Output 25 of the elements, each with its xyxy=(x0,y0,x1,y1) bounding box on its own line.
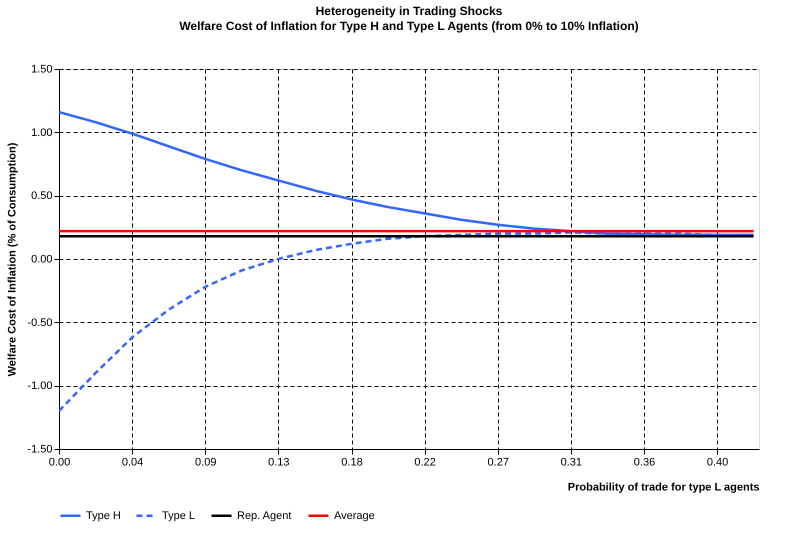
y-tick-label: 1.50 xyxy=(31,64,52,76)
x-tick-label: 0.09 xyxy=(195,456,216,468)
x-tick-label: 0.04 xyxy=(122,456,144,468)
chart-subtitle: Welfare Cost of Inflation for Type H and Type L Agents (from 0% to 10% Inflation) xyxy=(179,19,639,33)
y-tick-label: 0.00 xyxy=(31,254,52,266)
x-tick-label: 0.13 xyxy=(268,456,290,468)
chart-title: Heterogeneity in Trading Shocks xyxy=(316,4,503,18)
y-axis-title: Welfare Cost of Inflation (% of Consumption) xyxy=(6,142,18,376)
y-tick-label: 1.00 xyxy=(31,126,52,139)
x-tick-label: 0.31 xyxy=(560,456,582,468)
x-axis-title: Probability of trade for type L agents xyxy=(568,482,760,494)
legend-label: Type L xyxy=(162,510,196,522)
x-tick-label: 0.00 xyxy=(48,456,70,468)
x-tick-label: 0.40 xyxy=(706,456,728,468)
x-tick-label: 0.27 xyxy=(488,456,509,468)
legend-label: Rep. Agent xyxy=(237,510,292,522)
x-tick-label: 0.36 xyxy=(634,456,656,468)
y-tick-label: 0.50 xyxy=(31,190,52,202)
x-tick-label: 0.18 xyxy=(341,456,363,468)
legend-label: Average xyxy=(334,510,375,522)
y-tick-label: -1.00 xyxy=(27,380,52,392)
x-tick-label: 0.22 xyxy=(414,456,436,468)
y-tick-label: -0.50 xyxy=(27,316,52,329)
y-tick-label: -1.50 xyxy=(27,444,52,456)
legend-label: Type H xyxy=(86,510,121,522)
